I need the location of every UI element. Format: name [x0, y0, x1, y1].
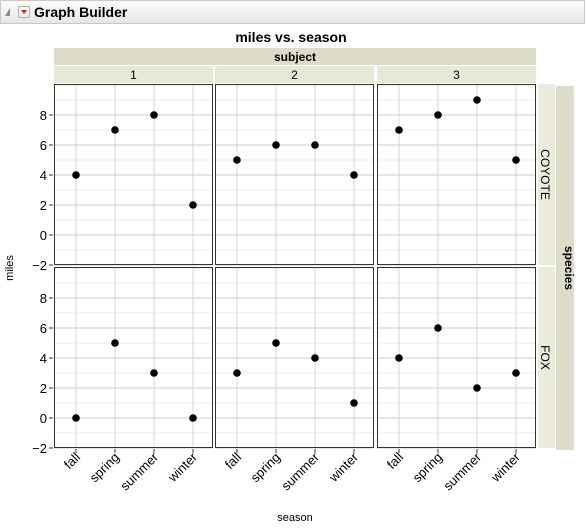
data-point: [72, 414, 80, 422]
graph-builder-title-bar: Graph Builder: [0, 0, 585, 24]
panel-frame: [377, 84, 536, 265]
y-tick-label: 0: [40, 411, 47, 426]
y-axis-label: miles: [4, 255, 16, 281]
data-point: [311, 141, 319, 149]
x-axis-label: season: [277, 512, 312, 524]
y-tick-label: 4: [40, 168, 47, 183]
data-point: [512, 156, 520, 164]
y-tick-label: −2: [32, 258, 47, 273]
column-level-header: [215, 66, 374, 83]
data-point: [189, 414, 197, 422]
row-level-header: [538, 84, 555, 265]
panel-frame: [377, 267, 536, 448]
panel-frame: [54, 267, 213, 448]
y-tick-label: 6: [40, 138, 47, 153]
y-tick-label: 8: [40, 291, 47, 306]
x-tick-label: winter: [487, 449, 523, 485]
row-group-header: [556, 86, 574, 450]
x-tick-label: spring: [86, 450, 122, 486]
x-tick-label: fall: [384, 449, 406, 471]
panel-frame: [215, 267, 374, 448]
y-tick-label: 4: [40, 351, 47, 366]
x-tick-label: spring: [409, 450, 445, 486]
data-point: [350, 399, 358, 407]
column-group-header: [54, 48, 536, 65]
chart-title: miles vs. season: [235, 29, 346, 45]
data-point: [111, 339, 119, 347]
red-triangle-menu-icon[interactable]: [18, 6, 30, 18]
data-point: [434, 111, 442, 119]
data-point: [473, 96, 481, 104]
x-tick-label: winter: [164, 449, 200, 485]
x-tick-label: summer: [278, 449, 322, 493]
data-point: [434, 324, 442, 332]
app-title: Graph Builder: [34, 4, 128, 20]
data-point: [350, 171, 358, 179]
row-group-title: species: [562, 246, 576, 290]
panel-frame: [54, 84, 213, 265]
y-tick-label: 6: [40, 321, 47, 336]
column-level-label: 3: [453, 68, 460, 82]
data-point: [111, 126, 119, 134]
y-tick-label: −2: [32, 441, 47, 456]
data-point: [150, 111, 158, 119]
data-point: [395, 354, 403, 362]
x-tick-label: summer: [440, 449, 484, 493]
data-point: [395, 126, 403, 134]
column-level-label: 1: [130, 68, 137, 82]
data-point: [512, 369, 520, 377]
y-tick-label: 2: [40, 381, 47, 396]
column-level-header: [377, 66, 536, 83]
y-tick-label: 8: [40, 108, 47, 123]
panel-frame: [215, 84, 374, 265]
x-tick-label: winter: [325, 449, 361, 485]
row-level-label: FOX: [538, 345, 552, 370]
data-point: [189, 201, 197, 209]
column-group-title: subject: [274, 50, 316, 64]
data-point: [473, 384, 481, 392]
x-tick-label: summer: [117, 449, 161, 493]
y-tick-label: 0: [40, 228, 47, 243]
row-level-label: COYOTE: [538, 149, 552, 200]
disclosure-triangle-icon[interactable]: [5, 8, 10, 16]
data-point: [72, 171, 80, 179]
data-point: [311, 354, 319, 362]
x-tick-label: fall: [61, 449, 83, 471]
row-level-header: [538, 267, 555, 448]
data-point: [233, 369, 241, 377]
data-point: [150, 369, 158, 377]
data-point: [272, 141, 280, 149]
column-level-label: 2: [291, 68, 298, 82]
data-point: [233, 156, 241, 164]
data-point: [272, 339, 280, 347]
y-tick-label: 2: [40, 198, 47, 213]
column-level-header: [54, 66, 213, 83]
x-tick-label: spring: [247, 450, 283, 486]
x-tick-label: fall: [222, 449, 244, 471]
